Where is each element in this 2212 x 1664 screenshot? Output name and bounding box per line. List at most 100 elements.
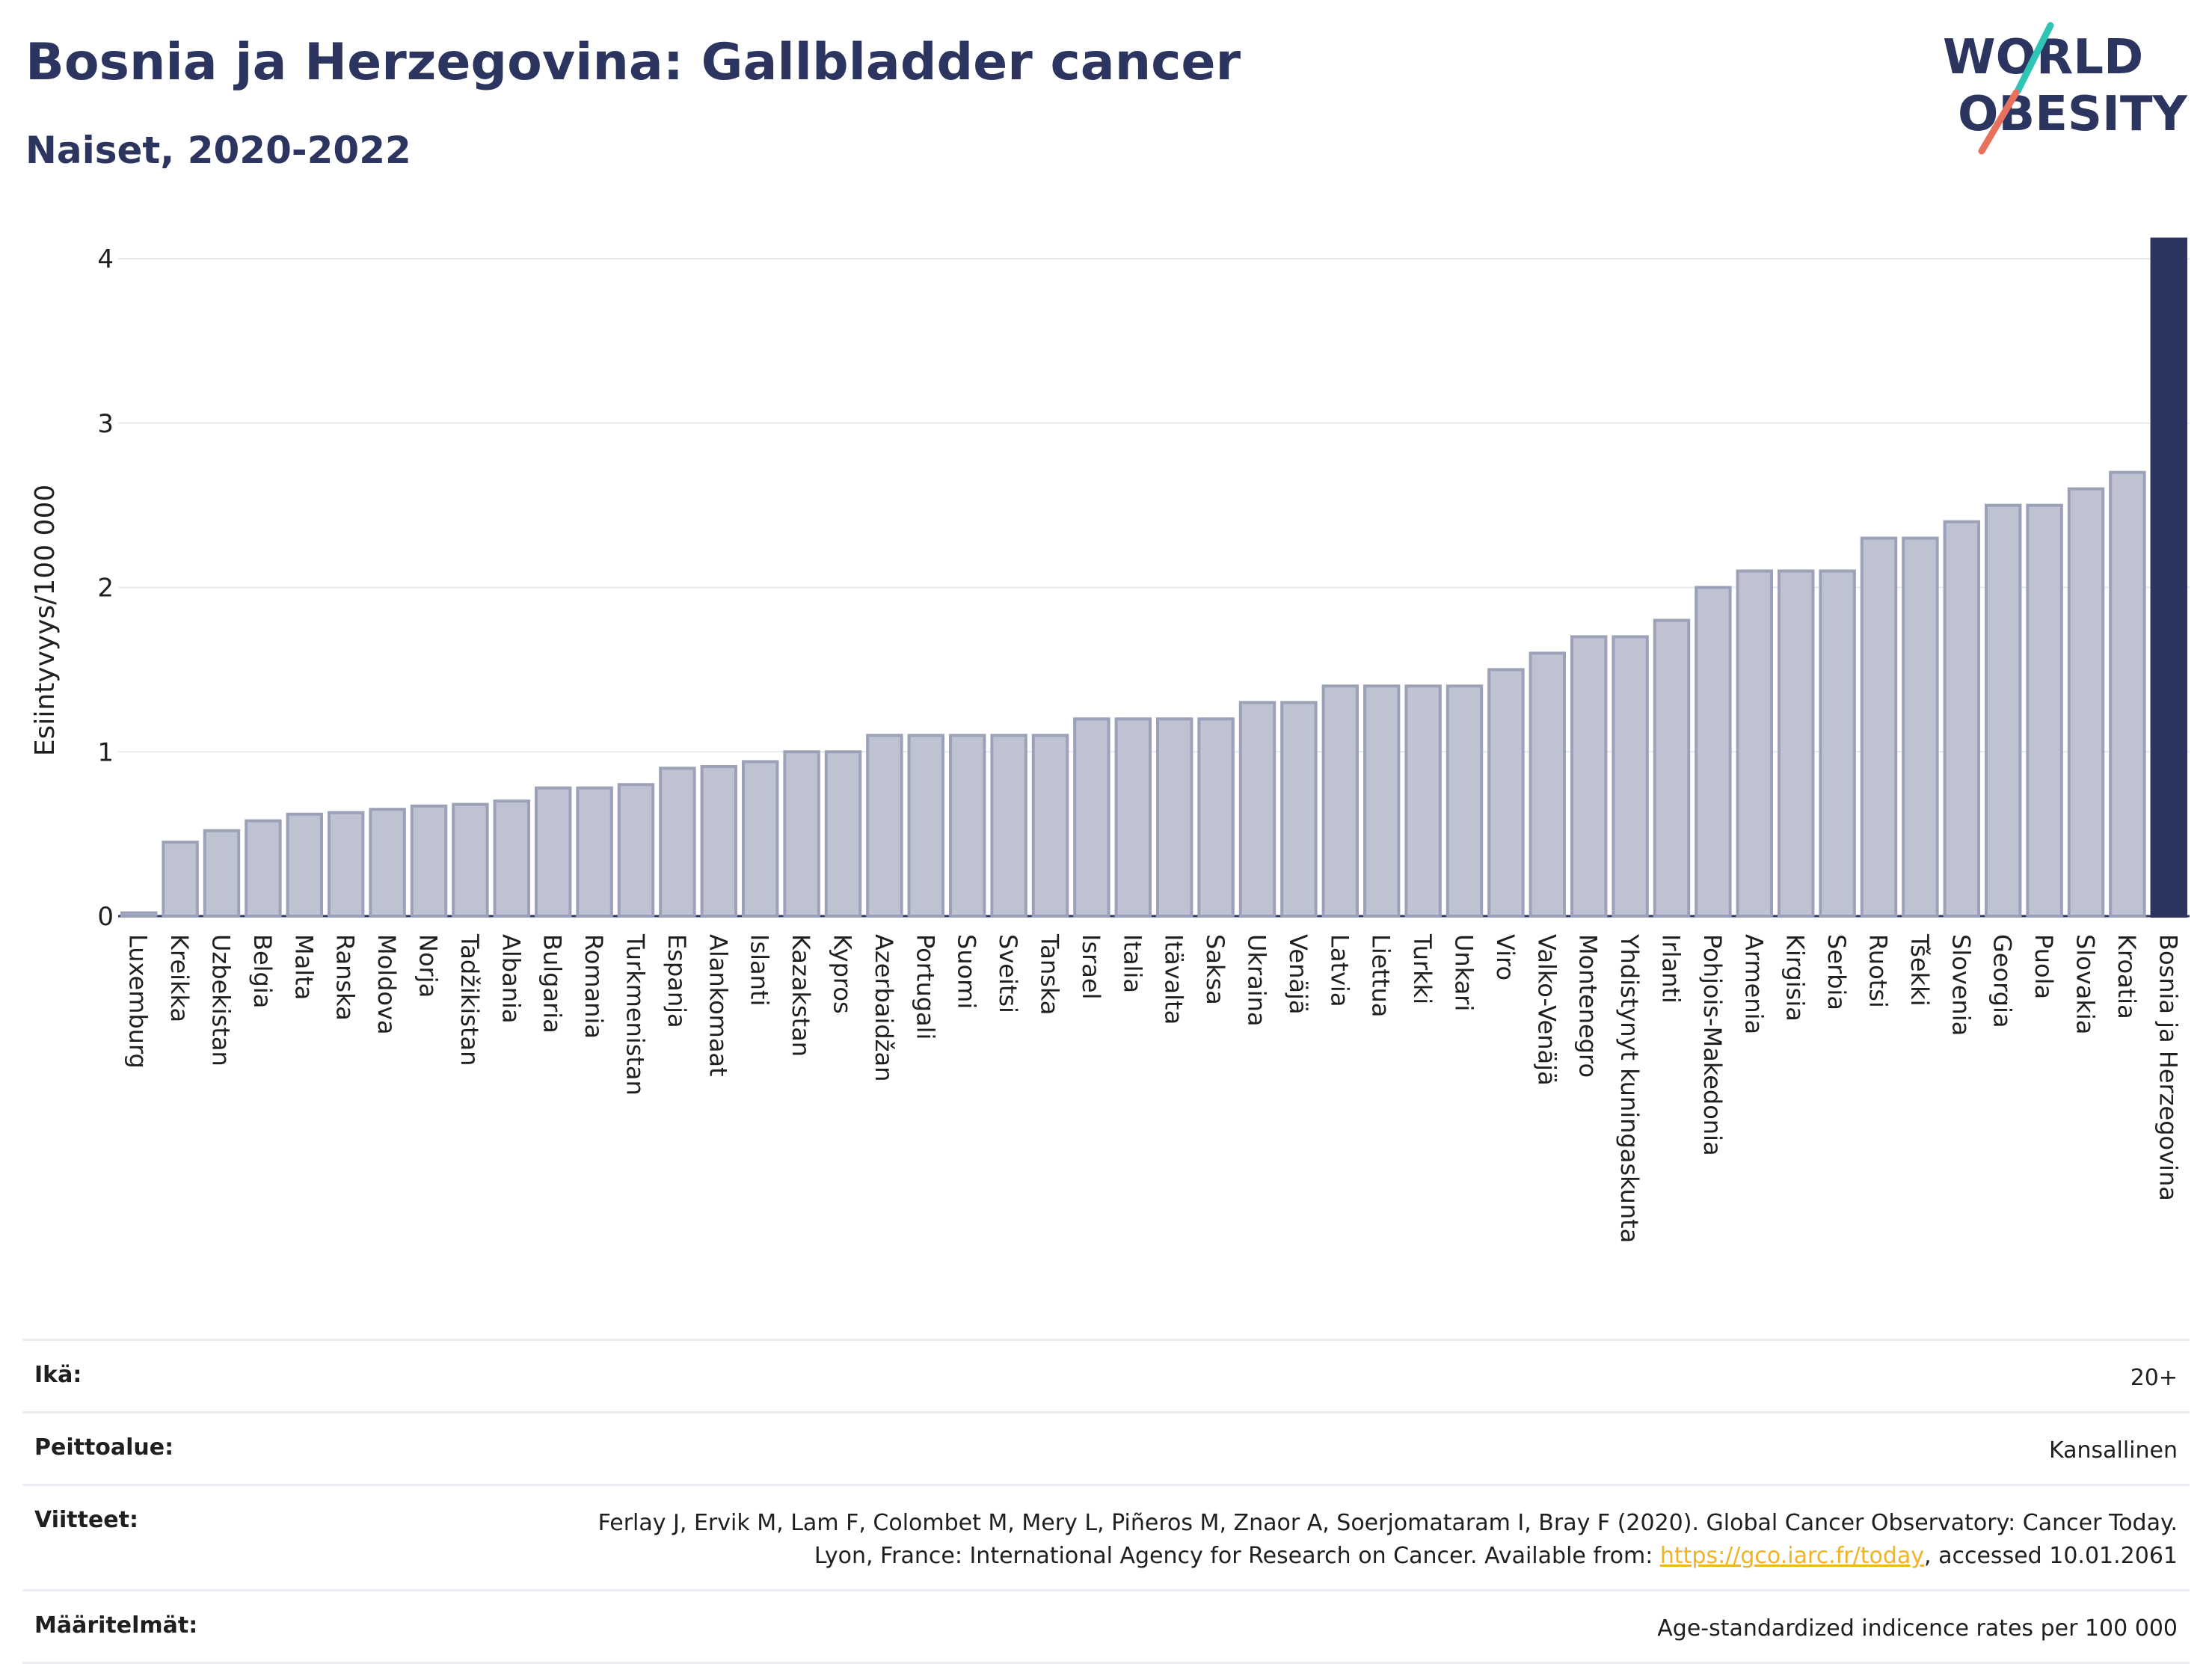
info-row-definitions: Määritelmät: Age-standardized indicence …	[22, 1589, 2190, 1664]
bar	[1073, 717, 1110, 918]
bar	[1362, 684, 1401, 918]
x-tick-label: Suomi	[953, 934, 981, 1009]
bar	[327, 811, 365, 918]
x-tick-label: Israel	[1077, 934, 1105, 999]
bar	[1612, 635, 1649, 918]
x-axis-labels: Luxemburg Kreikka Uzbekistan Belgia Malta Ran…	[124, 933, 2183, 1243]
x-tick-label: Ukraina	[1243, 934, 1271, 1027]
x-tick-label: Yhdistynyt kuningaskunta	[1615, 933, 1644, 1243]
bar	[866, 734, 903, 918]
x-tick-label: Kroatia	[2113, 934, 2141, 1019]
bar	[990, 734, 1027, 918]
bar	[700, 765, 738, 918]
bar	[245, 819, 282, 918]
bar	[1280, 701, 1318, 918]
world-obesity-logo: WORLD OBESITY	[1943, 22, 2187, 155]
x-tick-label: Espanja	[663, 934, 691, 1028]
x-tick-label: Liettua	[1367, 934, 1395, 1017]
info-value-coverage: Kansallinen	[2048, 1437, 2178, 1464]
info-label-references: Viitteet:	[34, 1507, 138, 1533]
bar	[203, 829, 241, 918]
logo-slash-bottom	[1978, 89, 2020, 155]
bar	[1238, 701, 1276, 918]
x-tick-label: Saksa	[1201, 934, 1229, 1005]
x-tick-label: Bosnia ja Herzegovina	[2154, 934, 2182, 1201]
x-tick-label: Itävalta	[1160, 934, 1188, 1025]
bar	[1529, 651, 1567, 918]
x-tick-label: Turkki	[1408, 933, 1437, 1004]
logo-slash-top	[2014, 22, 2054, 95]
y-tick-label: 3	[97, 409, 114, 439]
bar	[948, 734, 986, 918]
x-tick-label: Uzbekistan	[207, 934, 236, 1066]
x-tick-label: Montenegro	[1574, 934, 1603, 1078]
bar	[1819, 569, 1856, 918]
x-tick-label: Portugali	[911, 934, 939, 1040]
x-tick-label: Islanti	[746, 934, 774, 1006]
bar	[1570, 635, 1608, 918]
bar	[1902, 536, 1939, 918]
x-tick-label: Venäjä	[1284, 934, 1312, 1014]
reference-accessed: , accessed 10.01.2061	[1924, 1543, 2178, 1569]
bar	[369, 808, 406, 918]
bar	[1114, 717, 1152, 918]
bar	[1404, 684, 1442, 918]
y-tick-label: 1	[97, 737, 114, 767]
info-value-references: Ferlay J, Ervik M, Lam F, Colombet M, Me…	[532, 1507, 2178, 1573]
bar	[1943, 520, 1981, 918]
bar	[824, 750, 862, 918]
bar	[2109, 470, 2146, 918]
x-tick-label: Serbia	[1822, 934, 1851, 1010]
info-row-coverage: Peittoalue: Kansallinen	[22, 1411, 2190, 1484]
info-label-definitions: Määritelmät:	[34, 1612, 198, 1639]
x-tick-label: Turkmenistan	[621, 933, 650, 1096]
reference-link[interactable]: https://gco.iarc.fr/today	[1659, 1543, 1925, 1569]
bar	[2067, 487, 2105, 918]
x-tick-label: Tanska	[1036, 933, 1064, 1015]
x-tick-label: Georgia	[1988, 934, 2017, 1028]
bar	[1321, 684, 1360, 918]
bar	[1653, 618, 1691, 918]
x-tick-label: Romania	[580, 934, 608, 1039]
bar	[1031, 734, 1069, 918]
page-title: Bosnia ja Herzegovina: Gallbladder cance…	[25, 33, 1241, 92]
bar	[576, 786, 613, 918]
bar	[162, 841, 199, 918]
x-tick-label: Ranska	[331, 934, 360, 1021]
bar	[2026, 503, 2063, 918]
bar	[659, 767, 696, 918]
x-tick-label: Unkari	[1450, 934, 1478, 1011]
x-tick-label: Kreikka	[165, 934, 194, 1022]
bar	[1777, 569, 1815, 918]
info-row-age: Ikä: 20+	[22, 1339, 2190, 1411]
x-tick-label: Norja	[414, 934, 443, 998]
bar-highlighted	[2150, 237, 2188, 918]
x-tick-label: Valko-Venäjä	[1532, 934, 1561, 1086]
x-tick-label: Albania	[497, 934, 525, 1023]
bars	[120, 237, 2188, 918]
bar-chart: 0 1 2 3 4 Luxemburg Kreikka Uzbekistan Belgia Ma…	[30, 237, 2190, 1243]
x-tick-label: Armenia	[1739, 934, 1768, 1034]
x-tick-label: Bulgaria	[538, 934, 567, 1034]
bar	[907, 734, 945, 918]
bar	[617, 783, 655, 918]
bar	[1197, 717, 1235, 918]
x-tick-label: Slovakia	[2071, 934, 2100, 1034]
info-value-age: 20+	[2130, 1365, 2178, 1391]
x-tick-label: Azerbaidžan	[870, 934, 898, 1081]
bar	[534, 786, 572, 918]
x-tick-label: Ruotsi	[1864, 934, 1893, 1008]
x-tick-label: Puola	[2030, 934, 2058, 999]
bar	[452, 802, 489, 918]
x-tick-label: Luxemburg	[124, 934, 153, 1069]
bar	[1487, 668, 1525, 918]
info-label-coverage: Peittoalue:	[34, 1434, 174, 1461]
x-tick-label: Latvia	[1325, 934, 1354, 1007]
x-tick-label: Pohjois-Makedonia	[1698, 934, 1727, 1156]
bar	[120, 911, 158, 918]
bar	[1736, 569, 1774, 918]
bar	[1860, 536, 1898, 918]
x-tick-label: Belgia	[248, 934, 277, 1008]
y-axis-ticks: 0 1 2 3 4	[97, 245, 114, 932]
bar	[1155, 717, 1193, 918]
